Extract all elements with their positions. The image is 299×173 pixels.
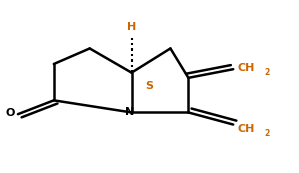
Text: 2: 2 xyxy=(264,129,269,138)
Text: CH: CH xyxy=(238,124,255,134)
Text: N: N xyxy=(126,107,135,117)
Text: 2: 2 xyxy=(264,68,269,77)
Text: S: S xyxy=(145,81,153,91)
Text: CH: CH xyxy=(238,63,255,73)
Text: H: H xyxy=(127,22,136,32)
Text: O: O xyxy=(6,108,15,118)
